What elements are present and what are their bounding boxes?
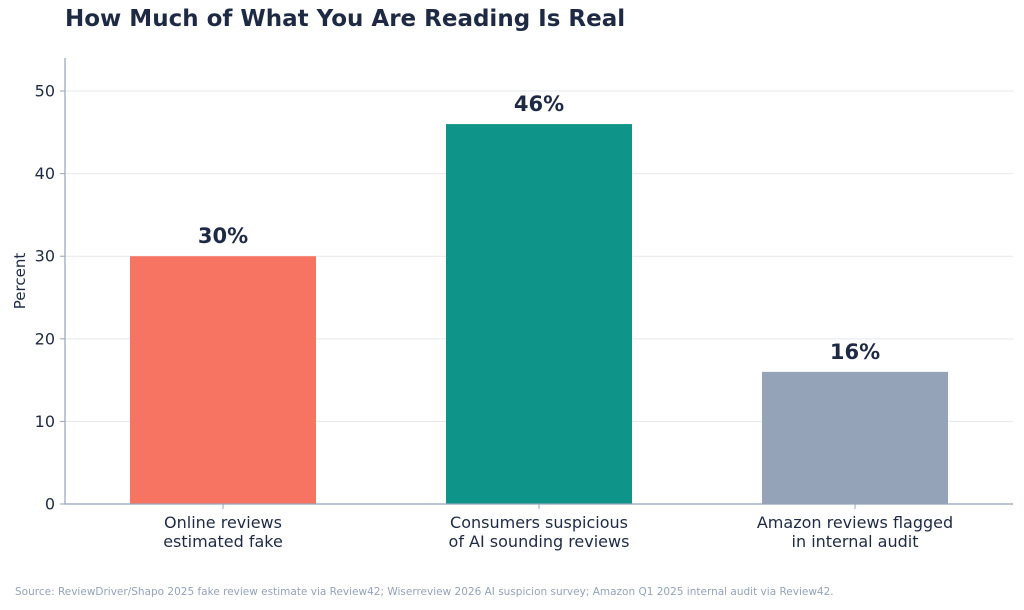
source-note: Source: ReviewDriver/Shapo 2025 fake rev…	[15, 586, 834, 598]
bar	[446, 124, 632, 505]
y-tick-label: 20	[35, 329, 55, 348]
x-tick-label: Consumers suspicious of AI sounding revie…	[449, 513, 630, 551]
x-tick-label: Amazon reviews flagged in internal audit	[757, 513, 953, 551]
y-axis-label: Percent	[11, 253, 29, 310]
bar	[130, 256, 316, 504]
data-label: 16%	[830, 340, 880, 364]
y-tick-label: 50	[35, 82, 55, 101]
data-label: 46%	[514, 92, 564, 116]
y-tick-label: 10	[35, 412, 55, 431]
data-label: 30%	[198, 224, 248, 248]
chart-title: How Much of What You Are Reading Is Real	[65, 6, 626, 32]
y-tick-label: 40	[35, 164, 55, 183]
bar-chart: 0 10 20 30 40 50 Online reviews estimated fake C…	[11, 58, 1013, 551]
bars	[130, 124, 948, 505]
axes: 0 10 20 30 40 50 Online reviews estimated fake C…	[11, 58, 1013, 551]
labels: 30% 46% 16%	[198, 92, 880, 364]
bar	[762, 371, 948, 504]
y-tick-label: 30	[35, 247, 55, 266]
y-tick-label: 0	[45, 495, 55, 514]
x-tick-label: Online reviews estimated fake	[163, 513, 283, 551]
